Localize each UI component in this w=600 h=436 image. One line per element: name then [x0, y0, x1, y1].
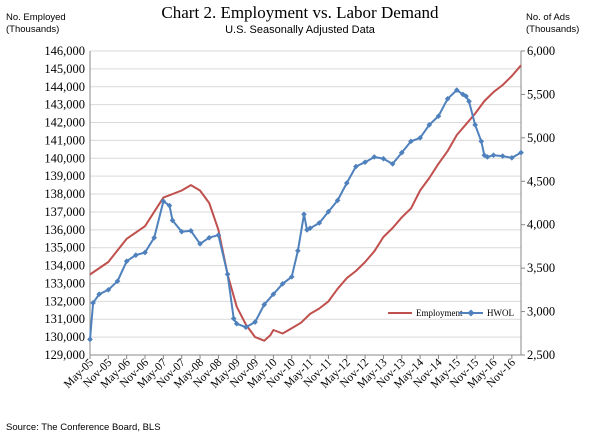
data-point-hwol — [408, 138, 414, 145]
data-point-hwol — [188, 227, 194, 234]
gridlines — [90, 50, 521, 356]
right-axis-ticks: 2,500 3,000 3,500 4,000 4,500 5,000 5,500 6,000 — [521, 44, 555, 362]
data-point-hwol — [380, 155, 387, 162]
data-point-hwol — [169, 217, 176, 224]
data-point-hwol — [270, 291, 277, 298]
data-point-hwol — [288, 274, 295, 280]
data-point-hwol — [353, 163, 359, 170]
left-tick-label: 145,000 — [44, 62, 85, 76]
left-tick-label: 140,000 — [44, 151, 85, 165]
data-point-hwol — [484, 154, 491, 160]
series-group — [87, 64, 524, 343]
data-point-hwol — [325, 208, 332, 215]
data-point-hwol — [362, 159, 368, 166]
data-point-hwol — [435, 113, 442, 119]
left-tick-label: 132,000 — [44, 294, 85, 308]
data-point-hwol — [301, 211, 307, 218]
legend-marker-hwol — [467, 309, 475, 317]
left-tick-label: 146,000 — [44, 44, 85, 58]
right-tick-label: 4,500 — [527, 174, 555, 188]
data-point-hwol — [105, 287, 112, 293]
left-tick-label: 136,000 — [44, 223, 85, 237]
data-point-hwol — [151, 234, 158, 241]
left-axis-ticks: 129,000 130,000 131,000 132,000 133,000 134,0… — [44, 44, 85, 362]
data-point-hwol — [233, 320, 240, 327]
right-tick-label: 5,500 — [527, 87, 555, 101]
data-point-hwol — [389, 161, 396, 167]
right-axis-label-line2: (Thousands) — [526, 24, 579, 35]
data-point-hwol — [87, 336, 93, 343]
data-point-hwol — [215, 232, 222, 238]
left-tick-label: 144,000 — [44, 80, 85, 94]
data-point-hwol — [518, 149, 524, 156]
x-axis-ticks: May-05Nov-05May-06Nov-06May-07Nov-07May-… — [62, 355, 518, 391]
data-point-hwol — [371, 154, 378, 160]
legend: Employment HWOL — [388, 308, 514, 318]
data-point-hwol — [316, 220, 323, 226]
left-tick-label: 130,000 — [44, 330, 85, 344]
data-point-hwol — [398, 149, 405, 156]
data-point-hwol — [279, 280, 286, 287]
data-point-hwol — [490, 152, 497, 159]
data-point-hwol — [252, 319, 258, 325]
data-point-hwol — [197, 240, 203, 247]
data-point-hwol — [206, 234, 213, 241]
left-tick-label: 142,000 — [44, 116, 85, 130]
data-point-hwol — [261, 301, 268, 308]
left-tick-label: 133,000 — [44, 276, 85, 290]
data-point-hwol — [133, 252, 139, 258]
data-point-hwol — [96, 291, 102, 298]
right-axis-label-line1: No. of Ads — [526, 12, 570, 23]
right-tick-label: 5,000 — [527, 131, 555, 145]
left-tick-label: 141,000 — [44, 133, 85, 147]
data-point-hwol — [499, 153, 506, 159]
data-point-hwol — [343, 180, 350, 186]
data-point-hwol — [224, 271, 231, 278]
right-tick-label: 4,000 — [527, 218, 555, 232]
chart-subtitle: U.S. Seasonally Adjusted Data — [225, 24, 376, 36]
data-point-hwol — [478, 138, 485, 145]
left-tick-label: 137,000 — [44, 205, 85, 219]
source-note: Source: The Conference Board, BLS — [6, 422, 161, 433]
left-axis-label-line2: (Thousands) — [6, 24, 59, 35]
data-point-hwol — [334, 197, 341, 204]
data-point-hwol — [90, 300, 96, 306]
data-point-hwol — [166, 202, 173, 209]
legend-label-hwol: HWOL — [487, 308, 514, 318]
data-point-hwol — [426, 122, 433, 128]
right-tick-label: 3,000 — [527, 305, 555, 319]
chart-title: Chart 2. Employment vs. Labor Demand — [161, 3, 439, 22]
left-tick-label: 139,000 — [44, 169, 85, 183]
left-tick-label: 134,000 — [44, 259, 85, 273]
data-point-hwol — [178, 228, 185, 235]
left-axis-label-line1: No. Employed — [6, 12, 66, 23]
data-point-hwol — [142, 249, 148, 256]
data-point-hwol — [160, 198, 167, 205]
data-point-hwol — [472, 122, 478, 128]
data-point-hwol — [509, 155, 515, 161]
left-tick-label: 143,000 — [44, 98, 85, 112]
left-tick-label: 138,000 — [44, 187, 85, 201]
series-line-employment — [89, 64, 522, 342]
left-tick-label: 131,000 — [44, 312, 85, 326]
axes — [89, 51, 522, 356]
data-point-hwol — [463, 93, 469, 99]
data-point-hwol — [295, 247, 301, 254]
data-point-hwol — [230, 315, 237, 322]
left-tick-label: 135,000 — [44, 241, 85, 255]
right-tick-label: 2,500 — [527, 348, 555, 362]
data-point-hwol — [444, 95, 451, 102]
right-tick-label: 6,000 — [527, 44, 555, 58]
data-point-hwol — [114, 278, 121, 284]
data-point-hwol — [417, 135, 423, 141]
data-point-hwol — [123, 258, 130, 265]
right-tick-label: 3,500 — [527, 261, 555, 275]
data-point-hwol — [243, 324, 249, 331]
left-tick-label: 129,000 — [44, 348, 85, 362]
data-point-hwol — [453, 87, 460, 93]
data-point-hwol — [466, 98, 472, 105]
legend-label-employment: Employment — [416, 308, 463, 318]
data-point-hwol — [307, 225, 313, 232]
